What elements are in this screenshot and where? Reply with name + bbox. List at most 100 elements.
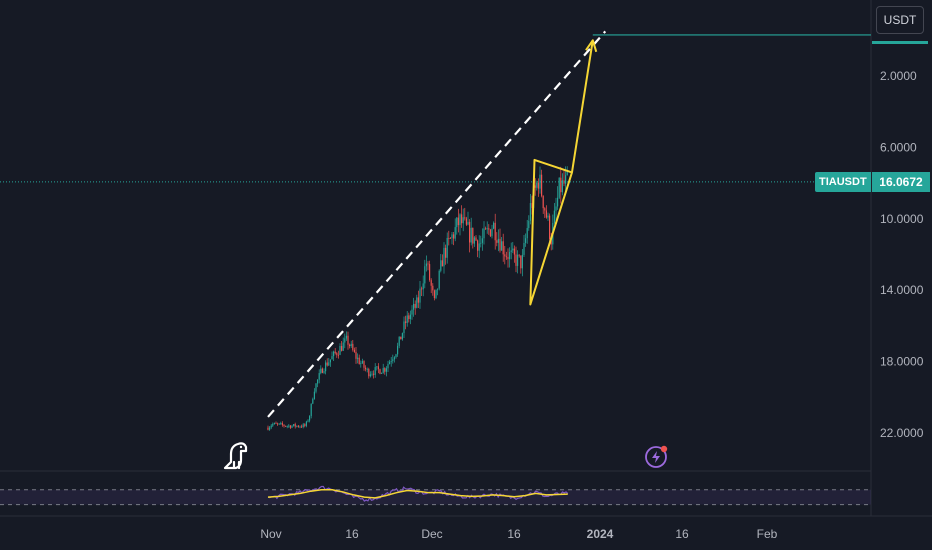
candle (417, 290, 419, 308)
candle (349, 343, 351, 349)
candle (347, 331, 349, 350)
candle (521, 249, 523, 277)
candle (491, 224, 493, 239)
candle (293, 423, 295, 427)
time-axis-label: Dec (421, 527, 442, 541)
candle (294, 422, 296, 429)
candle (318, 369, 320, 384)
candle (509, 247, 511, 268)
candle (304, 423, 306, 428)
candle (461, 205, 463, 228)
triangle-pattern[interactable] (529, 158, 573, 306)
candle (409, 310, 411, 325)
candle (467, 211, 469, 226)
candle (403, 316, 405, 338)
time-axis[interactable]: Nov 16 Dec 16 2024 16 Feb (260, 527, 777, 541)
candle (337, 350, 339, 359)
candle (456, 217, 458, 235)
candle (398, 336, 400, 349)
candle (325, 360, 327, 375)
candle (493, 221, 495, 230)
candle (494, 213, 496, 250)
oscillator-pane (0, 485, 871, 506)
candle (446, 232, 448, 264)
time-axis-label: Feb (757, 527, 778, 541)
candle (357, 353, 359, 364)
candle (289, 425, 291, 429)
candle (328, 358, 330, 367)
candle (281, 421, 283, 427)
price-axis-label: 14.0000 (880, 283, 924, 297)
candle (382, 363, 384, 374)
candle (513, 245, 515, 263)
candle (315, 382, 317, 394)
price-axis[interactable]: 22.0000 18.0000 14.0000 10.0000 6.0000 2.0000 (880, 69, 924, 440)
candle (486, 221, 488, 234)
candle (454, 218, 456, 242)
candle (329, 359, 331, 367)
candle (269, 425, 271, 431)
candle (320, 365, 322, 375)
candle (541, 169, 543, 198)
candle (496, 232, 498, 247)
candle (542, 195, 544, 214)
candle (443, 242, 445, 274)
dashed-trendline[interactable] (267, 30, 607, 418)
candle (273, 422, 275, 425)
candle (275, 421, 277, 424)
candle (326, 358, 328, 367)
time-axis-label: 2024 (587, 527, 614, 541)
drawing-layer[interactable] (267, 30, 871, 418)
candle (531, 195, 533, 215)
candle (441, 254, 443, 267)
candle (421, 286, 423, 296)
candle (502, 233, 504, 262)
candle (384, 367, 386, 375)
candle (387, 360, 389, 372)
candle (286, 425, 288, 429)
candle (510, 242, 512, 260)
candle (504, 245, 506, 265)
candle (395, 353, 397, 359)
candle (435, 289, 437, 300)
candle (488, 224, 490, 235)
candle (457, 208, 459, 233)
currency-button[interactable]: USDT (876, 6, 924, 34)
oscillator-band (0, 489, 871, 505)
lightning-alert-icon[interactable] (645, 445, 668, 468)
candle (323, 368, 325, 374)
candle (305, 420, 307, 428)
candle (369, 371, 371, 378)
candle (545, 205, 547, 219)
candle (512, 241, 514, 254)
candle (302, 422, 304, 429)
candle (557, 186, 559, 210)
oscillator-ma-line (267, 488, 568, 499)
candle (517, 250, 519, 274)
candle (336, 352, 338, 358)
candle (440, 253, 442, 273)
candle (400, 336, 402, 340)
candle (355, 346, 357, 364)
candle (419, 280, 421, 309)
candle (358, 354, 360, 365)
candle (469, 219, 471, 253)
candle (413, 297, 415, 317)
target-level-marker (872, 41, 928, 44)
candle (371, 370, 373, 377)
candle (505, 251, 507, 260)
candle (342, 337, 344, 351)
candle (361, 358, 363, 365)
candle (560, 166, 562, 204)
candle (561, 173, 563, 196)
candle (473, 235, 475, 247)
candle (501, 236, 503, 251)
candle (317, 379, 319, 388)
candle (352, 339, 354, 352)
candle (376, 366, 378, 371)
projection-arrow[interactable] (570, 39, 598, 173)
candle (267, 425, 269, 431)
candle (416, 294, 418, 309)
candle (390, 357, 392, 367)
